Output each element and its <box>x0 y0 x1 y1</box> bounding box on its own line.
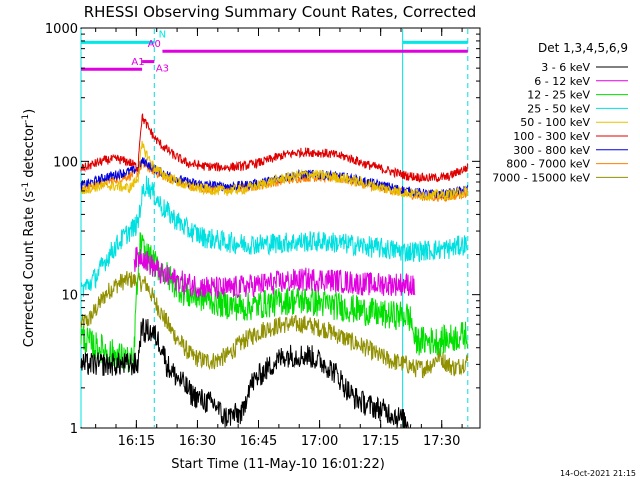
plot-area: NA0 A1 A3 1 10 100 1000 16:15 16:30 16:45 17:00 17:… <box>45 22 481 449</box>
series-line <box>80 140 468 202</box>
x-tick-label: 16:15 <box>118 434 155 449</box>
legend-title: Det 1,3,4,5,6,9 <box>538 41 628 55</box>
y-tick-label: 10 <box>61 289 78 304</box>
legend-label: 100 - 300 keV <box>513 130 590 143</box>
y-axis-label-exponent: -1 <box>21 114 31 123</box>
y-axis-label-part: detector <box>22 122 37 182</box>
legend-label: 300 - 800 keV <box>513 144 590 157</box>
state-label: A1 <box>131 57 144 68</box>
plot-frame <box>80 27 481 429</box>
state-label: N <box>159 29 166 40</box>
x-tick-label: 16:30 <box>179 434 216 449</box>
legend-label: 800 - 7000 keV <box>506 158 590 171</box>
svg-text:Corrected Count Rate (s-1 dete: Corrected Count Rate (s-1 detector-1) <box>21 109 37 347</box>
legend-label: 12 - 25 keV <box>527 89 590 102</box>
y-tick-label: 1 <box>70 422 78 437</box>
y-axis-label-exponent: -1 <box>21 182 31 191</box>
state-label: A0 <box>148 39 161 50</box>
x-tick-label: 17:00 <box>301 434 338 449</box>
series-line <box>80 270 468 379</box>
y-tick-label: 1000 <box>45 22 78 37</box>
y-axis-label: Corrected Count Rate (s-1 detector-1) <box>21 109 37 347</box>
y-axis-label-part: ) <box>22 109 37 114</box>
legend-label: 7000 - 15000 keV <box>492 171 590 184</box>
series-line <box>80 175 468 297</box>
x-tick-label: 16:45 <box>240 434 277 449</box>
x-tick-label: 17:30 <box>423 434 460 449</box>
x-axis-label: Start Time (11-May-10 16:01:22) <box>171 457 385 472</box>
legend-label: 50 - 100 keV <box>520 116 590 129</box>
series-line <box>80 113 468 183</box>
series-line <box>80 318 412 429</box>
chart-title: RHESSI Observing Summary Count Rates, Co… <box>84 3 477 21</box>
legend-label: 3 - 6 keV <box>541 61 590 74</box>
series-line <box>133 246 416 299</box>
state-label: A3 <box>156 64 169 75</box>
timestamp: 14-Oct-2021 21:15 <box>560 469 636 478</box>
y-tick-label: 100 <box>53 155 78 170</box>
x-tick-label: 17:15 <box>362 434 399 449</box>
legend-label: 25 - 50 keV <box>527 102 590 115</box>
series-line <box>80 232 468 373</box>
y-axis-label-part: Corrected Count Rate (s <box>22 191 37 348</box>
legend-label: 6 - 12 keV <box>534 75 590 88</box>
